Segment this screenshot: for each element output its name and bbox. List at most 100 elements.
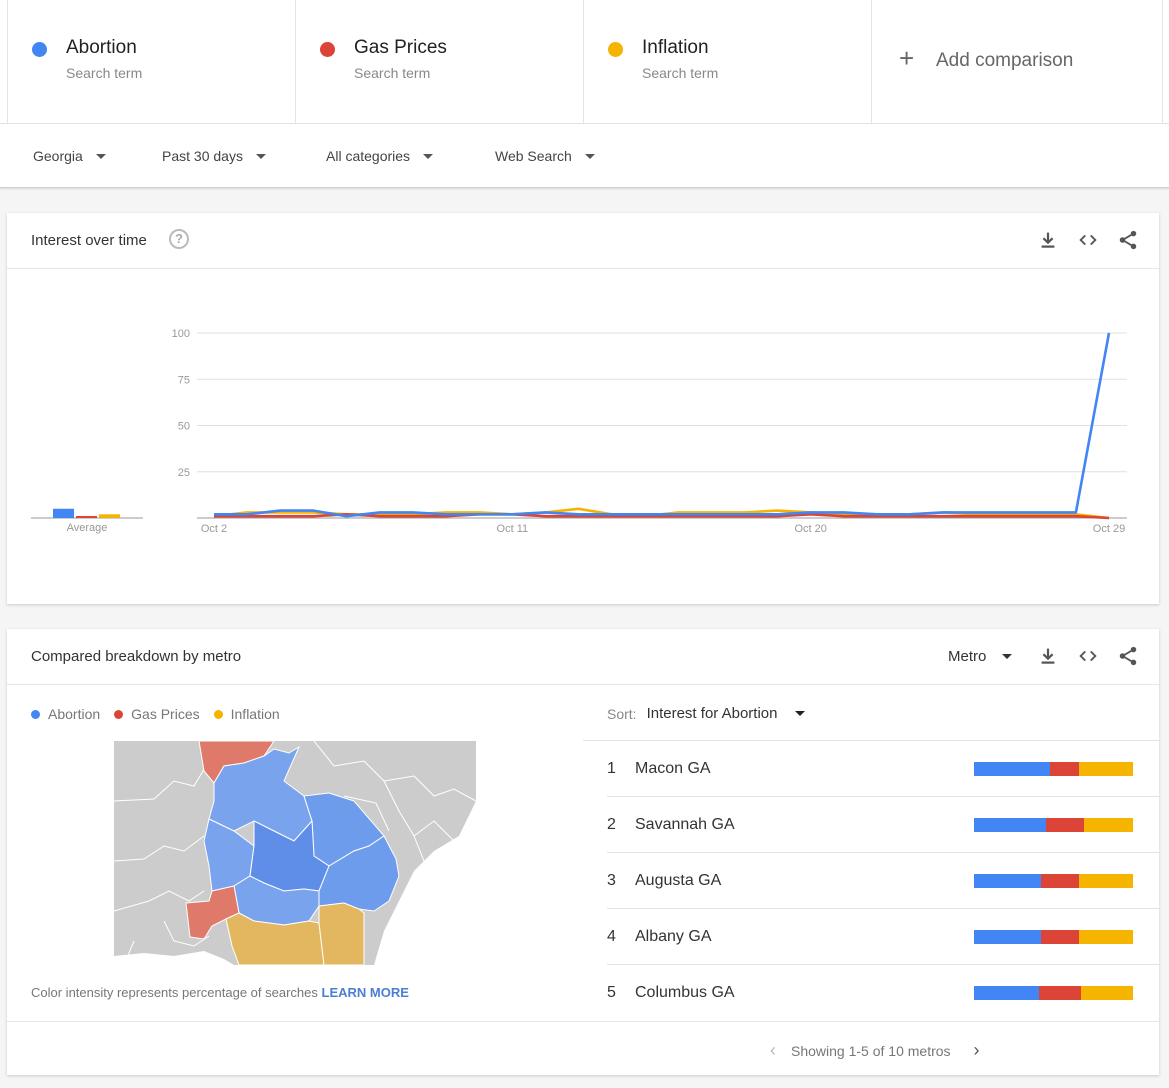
term-color-dot [608, 42, 623, 57]
legend-dot [213, 709, 223, 719]
resolution-dropdown[interactable]: Metro [948, 648, 1013, 665]
download-icon[interactable] [1037, 645, 1059, 667]
share-bar-segment [974, 818, 1046, 832]
share-icon[interactable] [1117, 229, 1139, 251]
chart-gridlines [197, 332, 1127, 519]
resolution-label: Metro [948, 648, 987, 665]
plus-icon: + [899, 43, 915, 73]
term-name[interactable]: Inflation [642, 37, 709, 58]
term-color-dot [32, 42, 47, 57]
list-item[interactable]: 5 Columbus GA [607, 964, 1159, 1020]
embed-code-icon[interactable] [1077, 229, 1099, 251]
share-bar-segment [1080, 986, 1133, 1000]
category-filter-label: All categories [326, 148, 411, 164]
metro-name: Macon GA [635, 760, 711, 777]
share-bar-segment [1040, 874, 1079, 888]
average-label: Average [67, 522, 108, 534]
legend-item-inflation: Inflation [213, 706, 280, 722]
sort-value: Interest for Abortion [646, 705, 778, 722]
chevron-right-icon[interactable]: › [973, 1040, 980, 1060]
term-type: Search term [354, 65, 431, 81]
time-filter-label: Past 30 days [162, 148, 243, 164]
pagination-text: Showing 1-5 of 10 metros [791, 1042, 951, 1059]
rank-number: 5 [607, 984, 616, 1001]
pagination: ‹ Showing 1-5 of 10 metros › [763, 1040, 987, 1061]
list-item[interactable]: 3 Augusta GA [607, 852, 1159, 908]
legend-item-gas-prices: Gas Prices [114, 706, 200, 722]
share-bar-segment [974, 762, 1051, 776]
metro-map[interactable] [114, 741, 476, 965]
term-type: Search term [642, 65, 719, 81]
embed-code-icon[interactable] [1077, 645, 1099, 667]
add-comparison-label: Add comparison [936, 50, 1074, 71]
average-bar [76, 516, 97, 518]
compared-breakdown-card: Compared breakdown by metro Metro Aborti… [7, 629, 1159, 1075]
filters-row: Georgia Past 30 days All categories Web … [0, 124, 1169, 188]
card-footer: ‹ Showing 1-5 of 10 metros › [7, 1021, 1159, 1075]
share-bar-segment [1045, 818, 1084, 832]
region-filter[interactable]: Georgia [33, 148, 106, 164]
search-terms-row: Abortion Search term Gas Prices Search t… [0, 0, 1169, 124]
share-bar-segment [1078, 762, 1133, 776]
share-bar [974, 818, 1133, 832]
term-name[interactable]: Abortion [66, 37, 137, 58]
metro-ranking-list: 1 Macon GA 2 Savannah GA 3 Augusta GA 4 … [583, 740, 1159, 1020]
learn-more-link[interactable]: LEARN MORE [321, 985, 409, 1000]
x-tick-label: Oct 20 [794, 523, 826, 535]
list-item[interactable]: 1 Macon GA [583, 740, 1159, 796]
sort-dropdown[interactable]: Sort: Interest for Abortion [607, 705, 806, 722]
share-bar-segment [1083, 818, 1133, 832]
chevron-down-icon [255, 153, 266, 159]
property-filter[interactable]: Web Search [495, 148, 595, 164]
chevron-down-icon [584, 153, 595, 159]
y-tick-label: 25 [178, 467, 190, 479]
x-tick-label: Oct 11 [497, 523, 529, 535]
term-card-abortion[interactable]: Abortion Search term [7, 0, 295, 124]
share-bar-segment [974, 930, 1041, 944]
share-icon[interactable] [1117, 645, 1139, 667]
chevron-down-icon [423, 153, 434, 159]
share-bar [974, 986, 1133, 1000]
help-icon[interactable]: ? [169, 229, 189, 249]
download-icon[interactable] [1037, 229, 1059, 251]
share-bar-segment [1078, 930, 1133, 944]
share-bar-segment [974, 986, 1040, 1000]
list-item[interactable]: 2 Savannah GA [607, 796, 1159, 852]
chevron-down-icon [795, 711, 806, 716]
term-card-inflation[interactable]: Inflation Search term [583, 0, 871, 124]
time-filter[interactable]: Past 30 days [162, 148, 266, 164]
term-type: Search term [66, 65, 143, 81]
rank-number: 1 [607, 760, 616, 777]
map-note-text: Color intensity represents percentage of… [31, 985, 318, 1000]
share-bar-segment [1050, 762, 1079, 776]
category-filter[interactable]: All categories [326, 148, 434, 164]
share-bar [974, 762, 1133, 776]
term-card-gas-prices[interactable]: Gas Prices Search term [295, 0, 583, 124]
average-bar [99, 514, 120, 518]
legend-item-abortion: Abortion [31, 706, 100, 722]
card-header: Interest over time ? [7, 213, 1159, 269]
metro-name: Albany GA [635, 928, 712, 945]
chevron-down-icon [95, 153, 106, 159]
share-bar [974, 874, 1133, 888]
y-axis-ticks: 25 50 75 100 [172, 328, 190, 479]
add-comparison-button[interactable]: + Add comparison [871, 0, 1163, 124]
map-note: Color intensity represents percentage of… [31, 985, 409, 1000]
rank-number: 2 [607, 816, 616, 833]
card-title: Compared breakdown by metro [31, 648, 242, 665]
term-name[interactable]: Gas Prices [354, 37, 447, 58]
y-tick-label: 75 [178, 374, 190, 386]
legend-dot [114, 709, 124, 719]
list-item[interactable]: 4 Albany GA [607, 908, 1159, 964]
average-bar [53, 508, 74, 518]
interest-over-time-card: Interest over time ? Average 25 50 75 100 O… [7, 213, 1159, 604]
legend-dot [31, 709, 40, 719]
chevron-left-icon[interactable]: ‹ [770, 1040, 776, 1060]
share-bar-segment [974, 874, 1041, 888]
card-header: Compared breakdown by metro Metro [7, 629, 1159, 685]
y-tick-label: 50 [178, 421, 190, 433]
rank-number: 3 [607, 872, 616, 889]
y-tick-label: 100 [172, 328, 190, 340]
share-bar-segment [1040, 930, 1079, 944]
